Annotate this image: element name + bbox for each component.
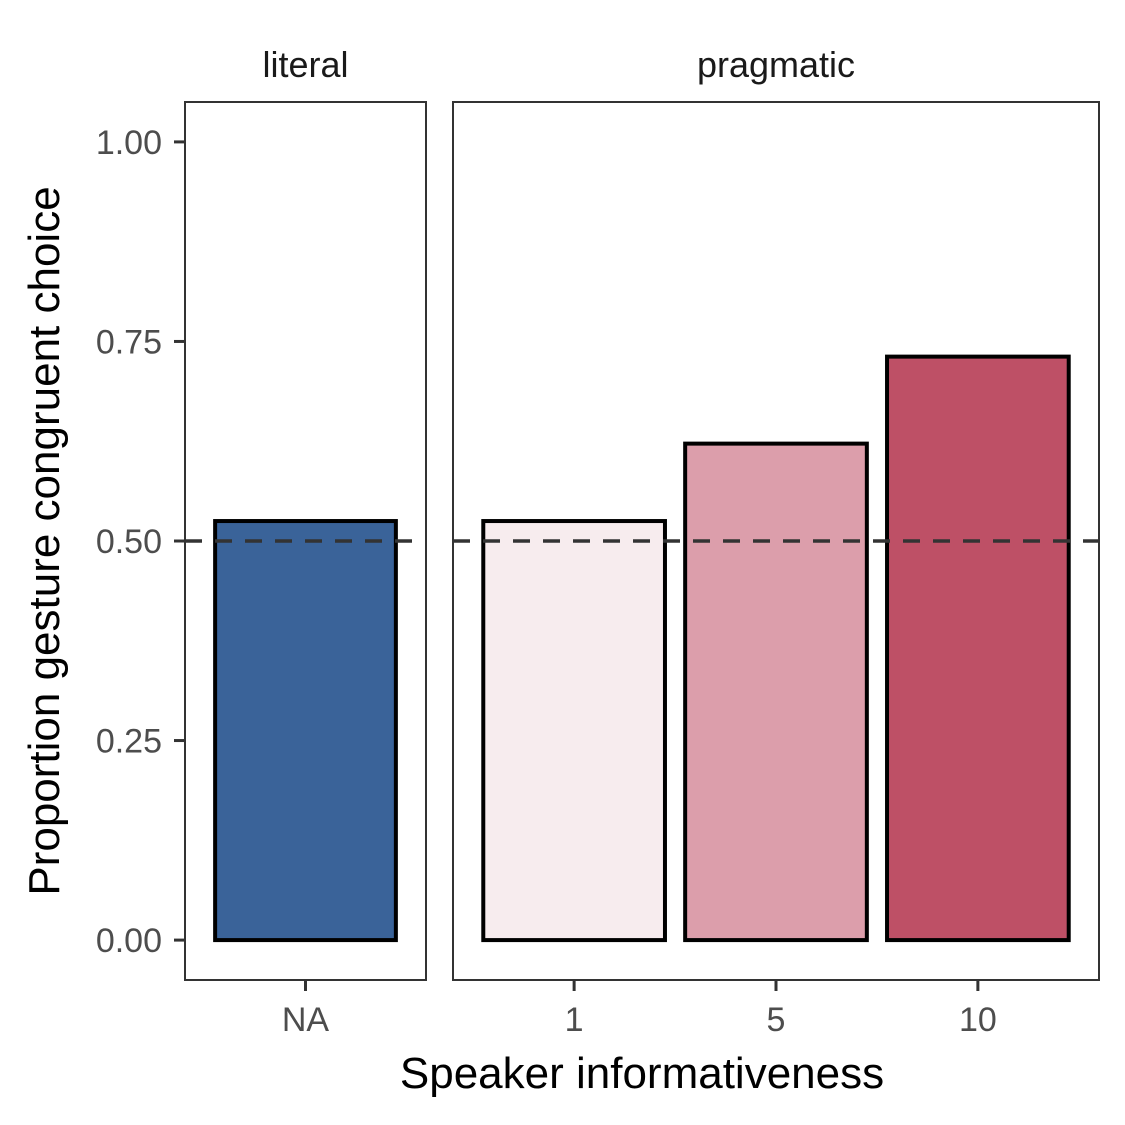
y-tick-label-0: 0.00 bbox=[96, 922, 162, 960]
facet-panel-literal: NA literal bbox=[184, 44, 427, 1039]
bar-pragmatic-1 bbox=[481, 519, 667, 943]
x-tick-label-5: 5 bbox=[767, 1001, 786, 1039]
bar-literal-NA bbox=[213, 519, 398, 943]
facet-panel-pragmatic: 1 5 10 pragmatic bbox=[452, 44, 1100, 1039]
y-tick-label-2: 0.50 bbox=[96, 523, 162, 561]
x-tick-label-1: 1 bbox=[565, 1001, 584, 1039]
facet-label-pragmatic: pragmatic bbox=[697, 44, 855, 85]
y-tick-label-4: 1.00 bbox=[96, 124, 162, 162]
x-axis-title: Speaker informativeness bbox=[400, 1049, 884, 1098]
bar-pragmatic-10 bbox=[885, 354, 1071, 943]
y-axis-title: Proportion gesture congruent choice bbox=[20, 186, 69, 895]
y-tick-label-1: 0.25 bbox=[96, 723, 162, 761]
x-tick-label-10: 10 bbox=[959, 1001, 997, 1039]
panel-border-pragmatic bbox=[452, 101, 1100, 981]
facet-label-literal: literal bbox=[262, 44, 348, 85]
facet-panels: NA literal 1 5 10 pragmatic bbox=[184, 44, 1100, 1039]
y-tick-label-3: 0.75 bbox=[96, 323, 162, 361]
x-tick-label-NA: NA bbox=[282, 1001, 330, 1039]
bar-pragmatic-5 bbox=[683, 441, 869, 943]
y-axis: 0.00 0.25 0.50 0.75 1.00 bbox=[96, 124, 185, 960]
